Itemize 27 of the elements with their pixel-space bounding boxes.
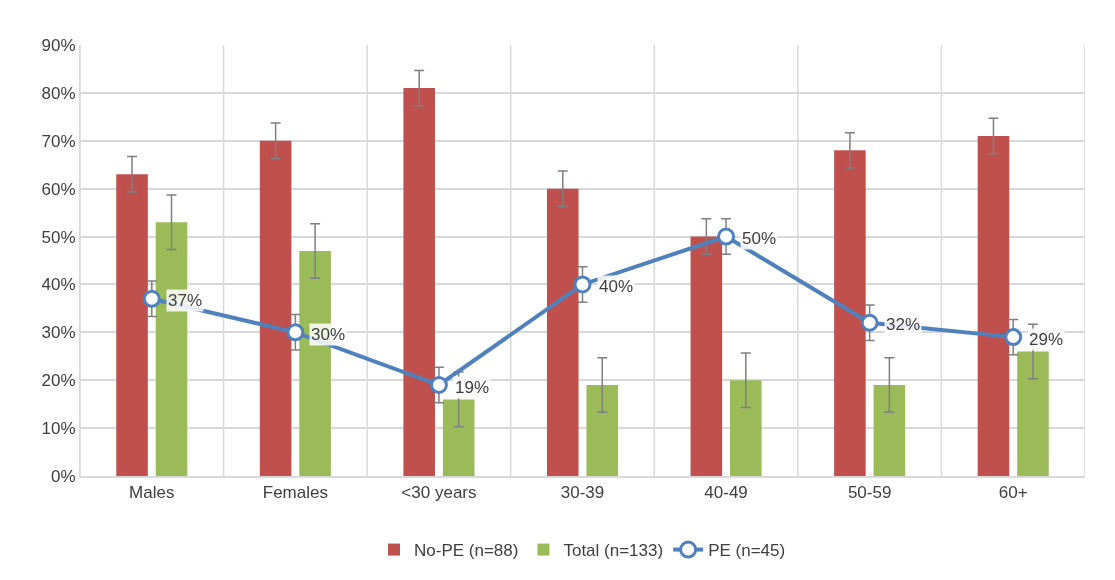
x-tick-label: 50-59	[847, 483, 892, 503]
y-tick-label: 70%	[41, 131, 76, 151]
x-tick-label: Females	[262, 483, 328, 503]
data-label: 19%	[455, 378, 490, 397]
legend-label: No-PE (n=88)	[414, 541, 519, 561]
y-tick-label: 30%	[41, 323, 76, 343]
x-tick-label: 60+	[998, 483, 1028, 503]
legend-label: Total (n=133)	[563, 541, 664, 561]
y-tick-label: 10%	[41, 419, 76, 439]
y-tick-label: 40%	[41, 275, 76, 295]
legend-label: PE (n=45)	[708, 541, 786, 561]
y-tick-label: 90%	[41, 35, 76, 55]
x-tick-label: Males	[129, 483, 175, 503]
x-tick-label: 30-39	[560, 483, 605, 503]
x-tick-label: 40-49	[704, 483, 748, 503]
y-tick-label: 50%	[41, 227, 76, 247]
data-label: 40%	[599, 277, 634, 296]
data-label: 37%	[168, 291, 203, 310]
data-label: 29%	[1029, 330, 1064, 349]
data-label: 50%	[742, 229, 777, 248]
data-label: 32%	[886, 315, 921, 334]
y-tick-label: 20%	[41, 371, 76, 391]
y-tick-label: 0%	[51, 466, 76, 486]
y-tick-label: 80%	[41, 83, 76, 103]
data-label: 30%	[311, 325, 346, 344]
x-tick-label: <30 years	[401, 483, 477, 503]
y-tick-label: 60%	[41, 179, 76, 199]
